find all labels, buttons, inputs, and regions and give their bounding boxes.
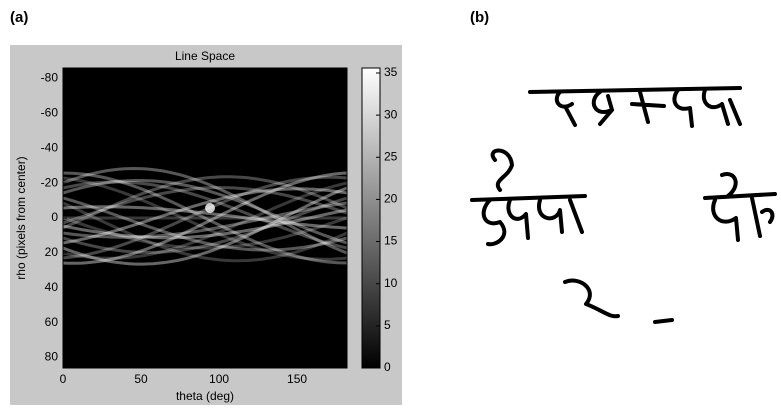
y-tick-label: 0 [51,210,58,224]
y-tick-label: 20 [45,245,59,259]
x-axis-label: theta (deg) [176,389,234,403]
y-tick-label: -40 [41,140,59,154]
y-axis-label: rho (pixels from center) [14,156,28,279]
y-tick-label: 60 [45,315,59,329]
y-tick-label: 40 [45,280,59,294]
handwriting-image [472,88,775,322]
hough-peak [205,203,215,213]
chart-title: Line Space [175,49,235,63]
figure: (a) (b) Line Space theta (deg) rho (pixe… [0,0,781,405]
x-tick-label: 50 [134,372,148,386]
colorbar-tick-label: 30 [384,107,398,121]
y-tick-label: -60 [41,106,59,120]
colorbar-tick-label: 20 [384,192,398,206]
colorbar-tick-label: 15 [384,234,398,248]
colorbar [362,68,380,368]
colorbar-tick-label: 35 [384,65,398,79]
colorbar-tick-label: 0 [384,360,391,374]
panel-label: (b) [470,9,489,26]
colorbar-tick-label: 25 [384,149,398,163]
colorbar-tick-label: 5 [384,318,391,332]
x-tick-label: 0 [60,372,67,386]
colorbar-tick-label: 10 [384,276,398,290]
y-tick-label: -20 [41,175,59,189]
y-tick-label: 80 [45,350,59,364]
y-tick-label: -80 [41,71,59,85]
x-tick-label: 100 [209,372,229,386]
panel-label: (a) [10,9,28,26]
x-tick-label: 150 [287,372,307,386]
